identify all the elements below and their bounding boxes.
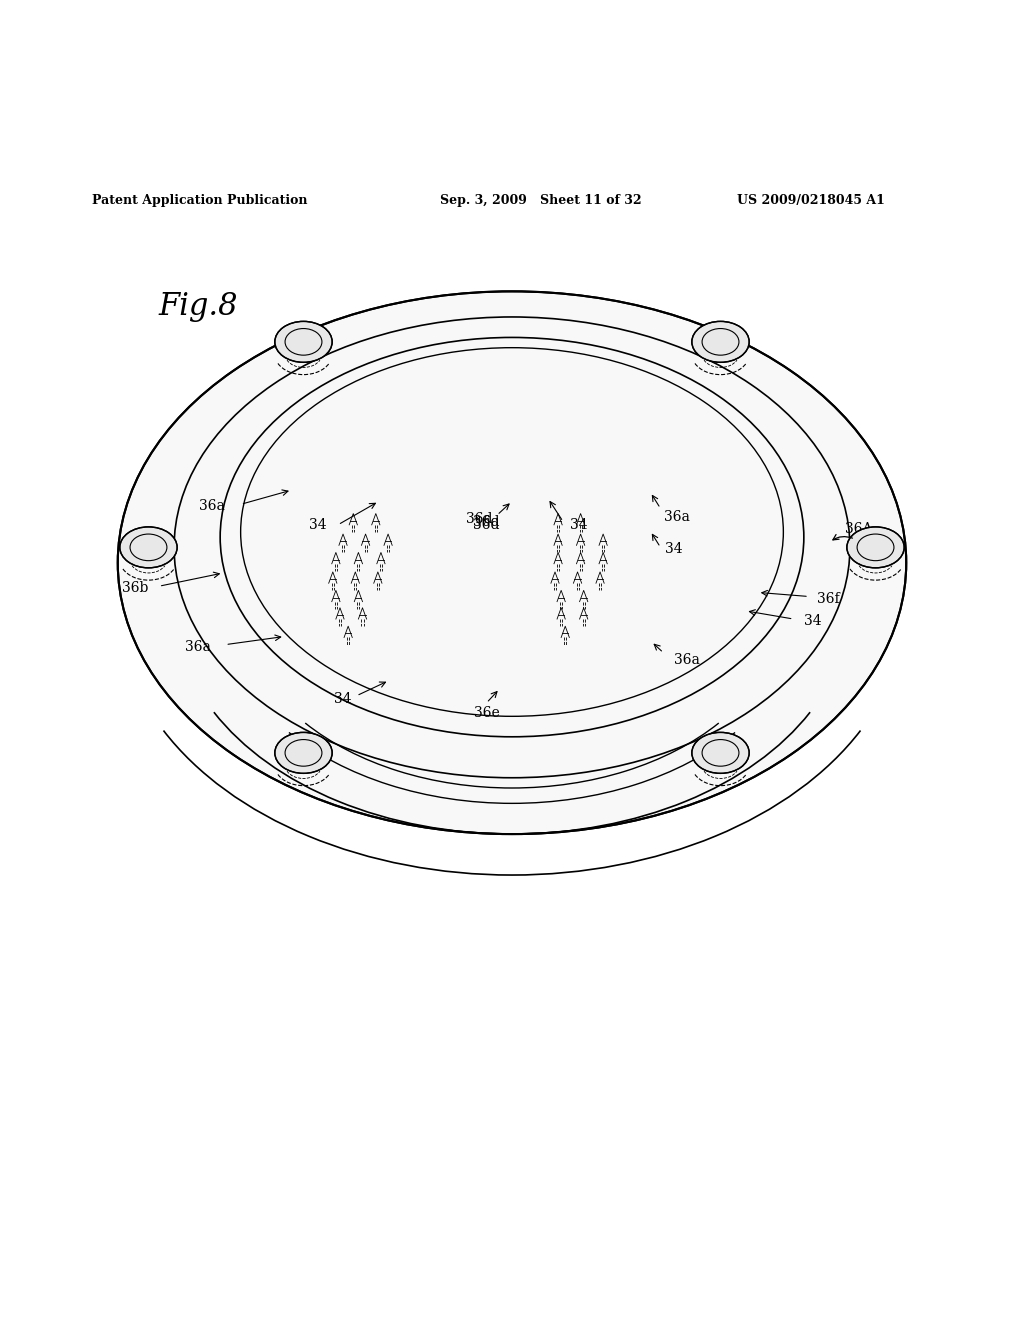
Text: 36a: 36a	[674, 653, 699, 667]
Text: 34: 34	[308, 517, 327, 532]
Text: Sep. 3, 2009   Sheet 11 of 32: Sep. 3, 2009 Sheet 11 of 32	[440, 194, 642, 207]
Ellipse shape	[274, 321, 332, 362]
Text: Fig.8: Fig.8	[159, 292, 239, 322]
Text: 34: 34	[665, 543, 683, 557]
Text: 36f: 36f	[817, 591, 840, 606]
Text: 36d: 36d	[466, 512, 493, 525]
Text: 36d: 36d	[473, 515, 500, 529]
Text: 36b: 36b	[122, 581, 148, 595]
Text: Patent Application Publication: Patent Application Publication	[92, 194, 307, 207]
Text: 34: 34	[804, 614, 821, 628]
Ellipse shape	[847, 527, 904, 568]
Text: 34: 34	[569, 517, 588, 532]
Ellipse shape	[692, 321, 750, 362]
Text: 36a: 36a	[199, 499, 225, 513]
Text: 36a: 36a	[184, 640, 211, 653]
Text: US 2009/0218045 A1: US 2009/0218045 A1	[737, 194, 885, 207]
Ellipse shape	[692, 733, 750, 774]
Text: 36e: 36e	[473, 706, 500, 721]
Ellipse shape	[118, 292, 906, 834]
Text: 36A: 36A	[845, 521, 872, 536]
Text: 36d: 36d	[473, 504, 509, 532]
Text: 34: 34	[334, 692, 352, 706]
Ellipse shape	[120, 527, 177, 568]
Ellipse shape	[274, 733, 332, 774]
Text: 36a: 36a	[664, 510, 689, 524]
